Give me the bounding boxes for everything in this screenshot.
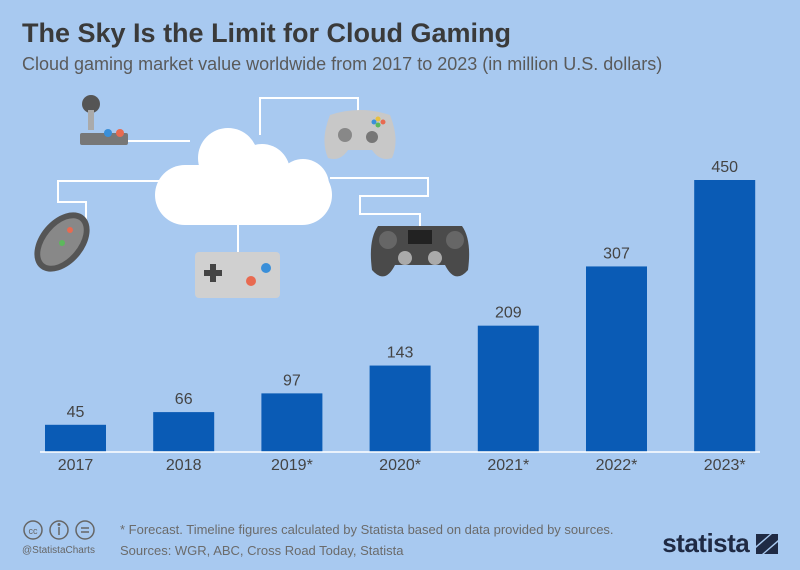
statista-logo[interactable]: statista xyxy=(662,528,778,559)
sources: Sources: WGR, ABC, Cross Road Today, Sta… xyxy=(120,543,404,558)
playstation-controller-icon xyxy=(370,226,470,277)
xbox-controller-icon xyxy=(324,110,396,159)
attribution-icon xyxy=(49,520,69,540)
no-derivatives-icon xyxy=(75,520,95,540)
connector-line xyxy=(330,177,429,228)
data-label: 307 xyxy=(603,245,630,262)
statista-logo-icon xyxy=(756,534,778,554)
x-tick-label: 2023* xyxy=(704,457,746,474)
data-label: 450 xyxy=(711,159,738,176)
x-tick-label: 2021* xyxy=(487,457,529,474)
x-tick-label: 2019* xyxy=(271,457,313,474)
x-tick-label: 2018 xyxy=(166,457,202,474)
retro-gamepad-icon xyxy=(195,252,280,298)
connector-line xyxy=(57,180,160,220)
arcade-joystick-icon xyxy=(80,95,128,145)
data-label: 209 xyxy=(495,305,522,322)
license-icons: cc xyxy=(23,520,95,540)
bar xyxy=(586,266,647,452)
connector-line xyxy=(259,97,359,135)
data-label: 66 xyxy=(175,391,193,408)
cc-icon xyxy=(23,520,43,540)
bar xyxy=(261,393,323,452)
cloud-icon xyxy=(155,128,332,225)
twitter-handle[interactable]: @StatistaCharts xyxy=(22,545,95,556)
bar xyxy=(477,325,539,452)
mouse-icon xyxy=(34,212,90,272)
footnote: * Forecast. Timeline figures calculated … xyxy=(120,522,614,537)
svg-text:cc: cc xyxy=(29,526,39,536)
illustration xyxy=(57,97,429,252)
chart-title: The Sky Is the Limit for Cloud Gaming xyxy=(22,18,512,48)
x-tick-label: 2022* xyxy=(596,457,638,474)
bar xyxy=(369,365,431,452)
bar xyxy=(694,180,756,452)
bar xyxy=(45,424,106,452)
x-tick-label: 2020* xyxy=(379,457,421,474)
x-tick-label: 2017 xyxy=(58,457,94,474)
chart-subtitle: Cloud gaming market value worldwide from… xyxy=(22,54,663,74)
data-label: 97 xyxy=(283,372,301,389)
bar xyxy=(153,412,215,452)
data-label: 45 xyxy=(67,404,85,421)
data-label: 143 xyxy=(387,345,414,362)
